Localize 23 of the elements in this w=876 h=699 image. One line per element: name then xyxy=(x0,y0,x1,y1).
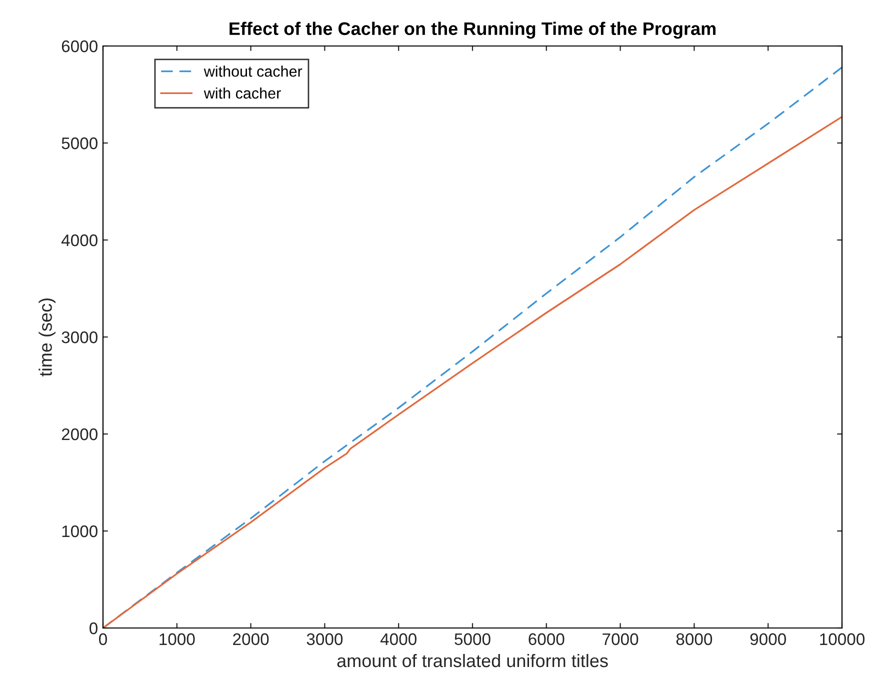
chart-title: Effect of the Cacher on the Running Time of the Program xyxy=(230,22,716,39)
x-tick-label: 7000 xyxy=(602,633,638,646)
legend-label: without cacher xyxy=(204,66,302,77)
y-tick-label: 1000 xyxy=(62,525,98,538)
x-tick-label: 1000 xyxy=(160,633,195,646)
x-tick-label: 0 xyxy=(99,633,107,646)
y-tick-label: 2000 xyxy=(62,428,98,440)
x-tick-label: 8000 xyxy=(676,633,712,646)
y-tick-label: 4000 xyxy=(61,234,98,246)
y-tick-label: 5000 xyxy=(62,137,98,150)
x-tick-label: 5000 xyxy=(454,633,490,646)
y-tick-label: 3000 xyxy=(62,331,98,344)
y-tick-label: 6000 xyxy=(62,40,98,52)
y-axis-title: time (sec) xyxy=(38,298,56,376)
x-tick-label: 4000 xyxy=(380,633,416,646)
x-tick-label: 9000 xyxy=(750,633,786,646)
x-tick-label: 6000 xyxy=(528,633,564,646)
x-tick-label: 3000 xyxy=(306,633,343,646)
x-tick-label: 2000 xyxy=(233,633,269,646)
x-tick-label: 10000 xyxy=(820,633,865,646)
legend-label: with cacher xyxy=(204,87,281,99)
x-axis-title: amount of translated uniform titles xyxy=(337,654,608,668)
y-tick-label: 0 xyxy=(90,622,98,634)
